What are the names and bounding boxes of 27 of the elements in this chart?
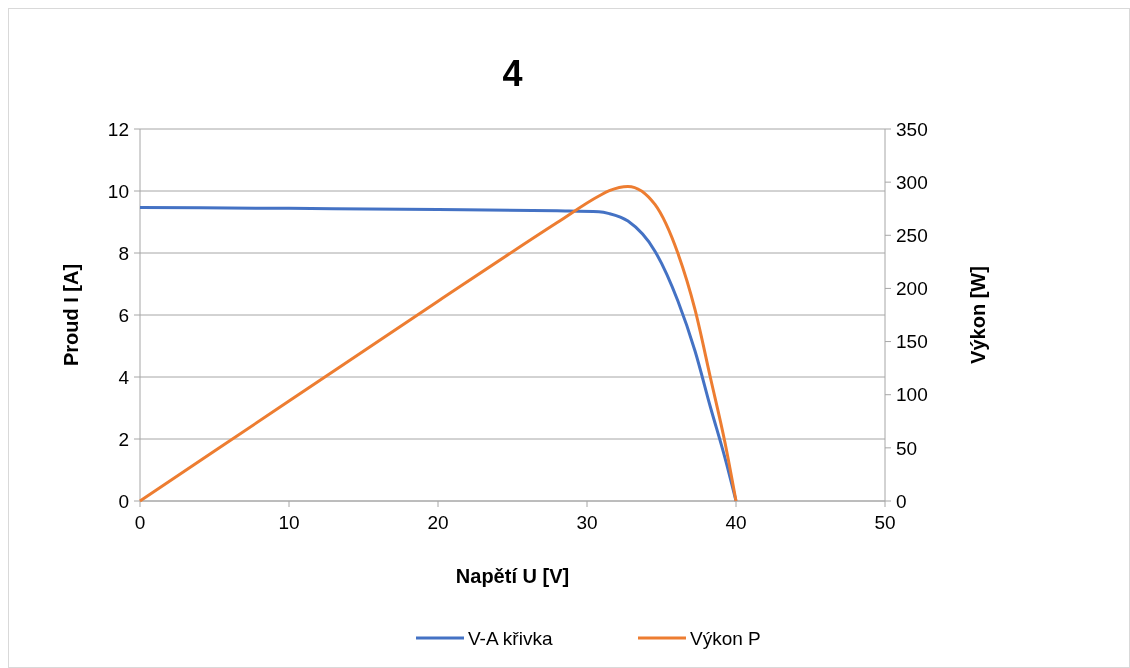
y2-tick-label: 200 <box>896 278 928 300</box>
y2-tick-label: 100 <box>896 384 928 406</box>
x-tick-label: 40 <box>725 512 747 533</box>
x-tick-label: 20 <box>427 512 449 533</box>
y2-tick-label: 50 <box>896 437 918 459</box>
y-tick-label: 8 <box>118 242 129 264</box>
x-tick-label: 0 <box>134 512 146 533</box>
chart-title: 4 <box>502 53 523 94</box>
legend-label: Výkon P <box>690 627 761 649</box>
y-tick-label: 4 <box>118 366 130 388</box>
y2-tick-label: 150 <box>896 331 928 353</box>
y-tick-label: 6 <box>118 304 129 326</box>
x-tick-label: 10 <box>278 512 300 533</box>
y2-tick-label: 300 <box>896 171 928 193</box>
y2-axis-title: Výkon [W] <box>967 266 989 364</box>
y-tick-label: 0 <box>118 490 129 512</box>
y2-tick-label: 0 <box>896 490 907 512</box>
y-tick-label: 10 <box>107 180 129 202</box>
y2-tick-label: 250 <box>896 224 928 246</box>
y-tick-label: 2 <box>118 428 129 450</box>
y-tick-label: 12 <box>107 118 129 140</box>
x-tick-label: 30 <box>576 512 598 533</box>
y2-tick-label: 350 <box>896 118 928 140</box>
legend-label: V-A křivka <box>468 627 553 649</box>
x-tick-label: 50 <box>874 512 896 533</box>
x-axis-title: Napětí U [V] <box>455 565 570 587</box>
y-axis-title: Proud I [A] <box>60 263 82 367</box>
